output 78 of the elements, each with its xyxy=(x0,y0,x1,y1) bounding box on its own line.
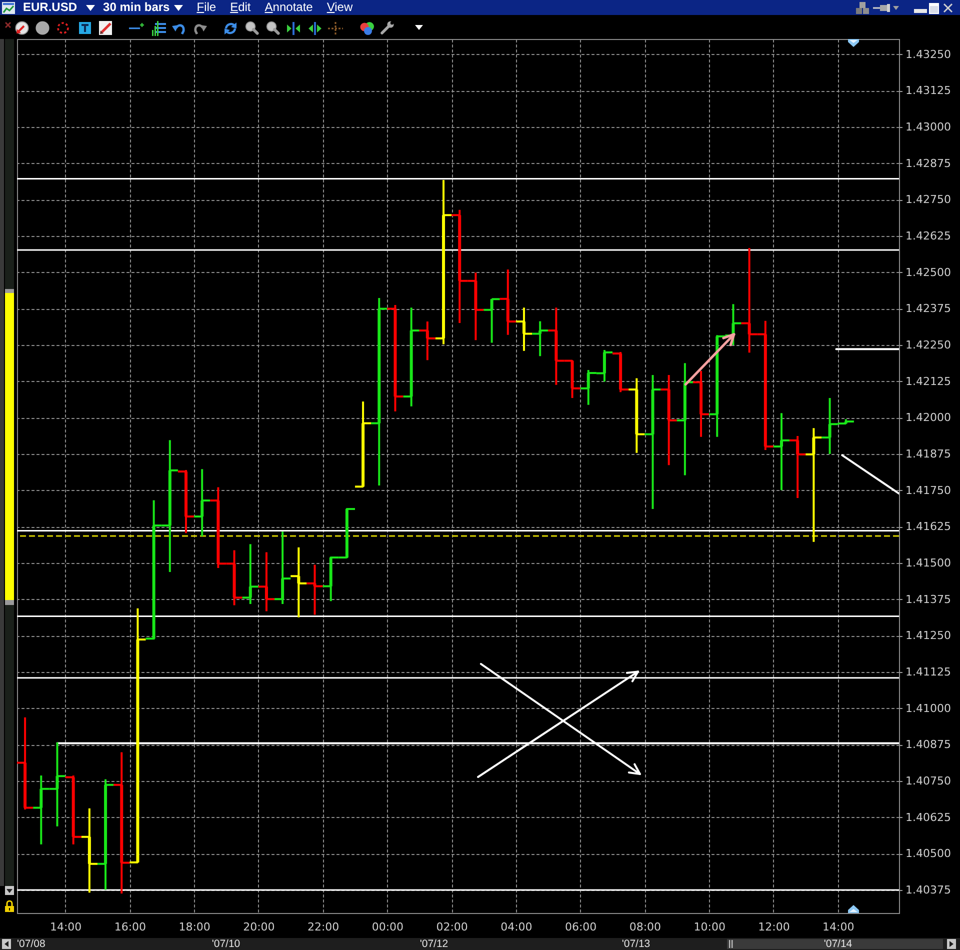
text: '07/14 xyxy=(824,938,852,950)
text: View xyxy=(326,0,353,15)
x-tick-label: 22:00 xyxy=(307,920,340,934)
y-tick-label: 1.42750 xyxy=(906,193,951,206)
text: '07/12 xyxy=(420,938,448,950)
y-tick-label: 1.42375 xyxy=(906,302,951,316)
y-tick-label: 1.41625 xyxy=(906,520,951,534)
y-tick-label: 1.40375 xyxy=(906,884,951,897)
candlestick xyxy=(96,778,115,891)
candlestick xyxy=(531,320,550,358)
candlestick xyxy=(676,362,694,476)
y-tick-label: 1.41375 xyxy=(906,592,951,606)
candlestick xyxy=(274,530,292,606)
candlestick xyxy=(370,296,388,486)
candlestick xyxy=(788,435,807,499)
x-tick-label: 18:00 xyxy=(178,920,210,934)
x-tick-label: 16:00 xyxy=(114,920,146,934)
candlestick xyxy=(514,306,534,352)
y-tick-label: 1.42875 xyxy=(906,156,951,170)
x-tick-label: 10:00 xyxy=(694,920,726,934)
y-tick-label: 1.43125 xyxy=(906,84,951,98)
candlestick xyxy=(612,351,630,394)
candlestick xyxy=(772,412,791,492)
y-tick-label: 1.41875 xyxy=(906,448,951,461)
x-tick-label: 14:00 xyxy=(822,920,854,934)
candlestick xyxy=(628,377,646,454)
y-tick-label: 1.41500 xyxy=(906,556,951,570)
x-tick-label: 20:00 xyxy=(243,920,275,934)
candlestick xyxy=(17,716,34,811)
y-tick-label: 1.41000 xyxy=(906,702,951,715)
y-tick-label: 1.43000 xyxy=(906,120,951,134)
y-tick-label: 1.41125 xyxy=(906,666,951,679)
x-tick-label: 14:00 xyxy=(50,920,82,934)
y-tick-label: 1.41250 xyxy=(906,629,951,642)
candlestick xyxy=(386,304,404,412)
candlestick xyxy=(354,400,372,488)
candlestick xyxy=(418,320,436,362)
y-tick-label: 1.40625 xyxy=(906,810,951,824)
candlestick xyxy=(482,298,501,344)
candlestick xyxy=(306,564,324,616)
candlestick xyxy=(112,751,131,895)
y-tick-label: 1.42125 xyxy=(906,374,951,388)
candlestick xyxy=(193,468,212,538)
candlestick xyxy=(692,370,710,438)
y-tick-label: 1.40750 xyxy=(906,774,951,788)
candlestick xyxy=(290,546,308,618)
candlestick xyxy=(80,807,98,894)
y-tick-label: 1.41750 xyxy=(906,484,951,497)
candlestick xyxy=(257,551,276,612)
x-tick-label: 12:00 xyxy=(758,920,790,934)
candlestick xyxy=(804,427,823,543)
y-tick-label: 1.42625 xyxy=(906,230,951,243)
candlestick xyxy=(434,178,453,346)
y-tick-label: 1.40500 xyxy=(906,847,951,860)
y-tick-label: 1.43250 xyxy=(906,48,951,61)
candlestick xyxy=(644,374,662,510)
chart-title: EUR.USD xyxy=(23,0,78,15)
candlestick xyxy=(402,306,420,408)
text: File xyxy=(196,0,216,15)
x-tick-label: 04:00 xyxy=(500,920,532,934)
y-tick-label: 1.42500 xyxy=(906,266,951,279)
x-tick-label: 00:00 xyxy=(372,920,404,934)
text: Edit xyxy=(230,0,251,15)
candlestick xyxy=(498,268,517,336)
text: '07/10 xyxy=(212,938,240,950)
x-tick-label: 06:00 xyxy=(564,920,597,934)
y-tick-label: 1.40875 xyxy=(906,738,951,752)
text: '07/08 xyxy=(17,938,46,950)
x-tick-label: 08:00 xyxy=(629,920,662,934)
y-tick-label: 1.42250 xyxy=(906,338,951,352)
chart-subtitle: 30 min bars xyxy=(103,0,170,15)
x-tick-label: 02:00 xyxy=(436,920,468,934)
text: Annotate xyxy=(264,0,313,15)
candlestick xyxy=(241,543,260,606)
candlestick xyxy=(660,374,678,466)
y-tick-label: 1.42000 xyxy=(906,411,951,424)
text: '07/13 xyxy=(622,938,650,950)
candlestick xyxy=(64,774,82,846)
